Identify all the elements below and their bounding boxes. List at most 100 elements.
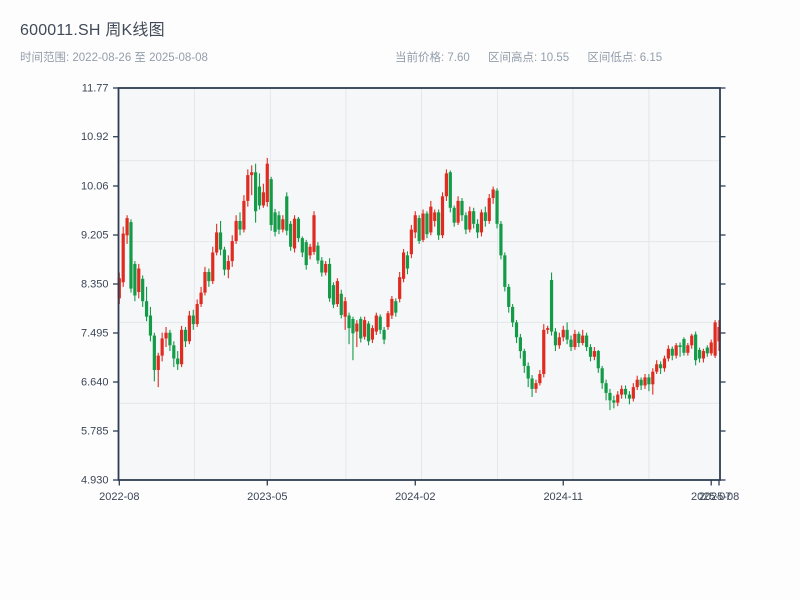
candle-body [452, 207, 456, 223]
candle-body [176, 358, 180, 365]
candle-body [697, 349, 702, 359]
candle-body [557, 337, 561, 346]
candle-body [339, 293, 343, 315]
candle-body [121, 233, 125, 283]
candle-body [538, 373, 542, 384]
x-tick-label: 2024-11 [543, 491, 583, 503]
candle-body [289, 223, 293, 247]
candle-body [705, 347, 709, 354]
candle-body [250, 172, 254, 176]
candle-body [265, 163, 269, 203]
candle-body [300, 238, 304, 253]
candle-body [631, 387, 635, 399]
candle-body [678, 345, 682, 348]
candle-body [670, 348, 674, 356]
candle-body [374, 315, 378, 332]
candle-body [168, 332, 172, 346]
candle-body [655, 364, 659, 372]
candle-body [281, 219, 285, 230]
candle-body [658, 364, 663, 369]
candle-body [261, 192, 265, 206]
candle-body [662, 358, 667, 369]
candle-body [600, 368, 604, 384]
candle-body [433, 212, 437, 221]
candle-body [242, 200, 246, 230]
candle-body [378, 316, 382, 330]
candle-body [222, 249, 227, 270]
candle-body [285, 196, 289, 231]
y-tick-label: 10.06 [81, 181, 109, 193]
candle-body [623, 388, 628, 395]
candle-body [635, 379, 639, 388]
candle-body [565, 329, 569, 340]
candle-body [577, 333, 581, 344]
candle-body [230, 241, 234, 262]
candle-body [133, 263, 137, 296]
candle-body [316, 245, 320, 261]
candle-body [148, 315, 153, 336]
candle-body [573, 333, 577, 348]
candle-body [234, 220, 238, 242]
candle-body [335, 281, 339, 305]
candle-body [491, 189, 495, 199]
candle-body [137, 268, 141, 293]
candle-body [187, 315, 191, 342]
candle-body [296, 218, 301, 239]
candle-body [359, 318, 363, 339]
time-range-label: 时间范围: 2022-08-26 至 2025-08-08 [20, 52, 208, 64]
stat-current-price: 当前价格: 7.60 [395, 52, 470, 64]
candle-body [444, 173, 449, 197]
candle-body [561, 329, 565, 338]
candle-body [518, 337, 522, 352]
candle-body [269, 179, 273, 225]
candle-body [366, 323, 371, 342]
candle-body [390, 298, 394, 316]
candle-body [327, 263, 332, 299]
candle-body [417, 218, 421, 242]
x-tick-label: 2024-02 [395, 491, 435, 503]
y-tick-label: 8.350 [81, 279, 109, 291]
candle-body [347, 315, 351, 329]
x-tick-label: 2025-08 [699, 491, 739, 503]
candle-body [152, 335, 156, 370]
candle-body [526, 365, 530, 379]
candle-body [425, 213, 429, 235]
y-tick-label: 9.205 [81, 230, 109, 242]
candle-body [542, 329, 546, 374]
candle-body [183, 329, 188, 342]
candle-body [144, 301, 149, 317]
candle-body [199, 292, 203, 305]
candle-body [499, 223, 503, 256]
candle-body [363, 320, 367, 337]
candle-body [503, 255, 507, 287]
candle-body [674, 345, 678, 356]
candle-body [160, 338, 164, 356]
candle-body [218, 232, 223, 250]
candle-body [277, 215, 281, 230]
candle-body [409, 229, 413, 255]
candle-body [612, 400, 616, 403]
candle-body [401, 252, 406, 279]
candle-body [343, 301, 347, 317]
candle-body [514, 322, 519, 338]
candle-body [215, 232, 219, 253]
candle-body [226, 261, 230, 270]
y-tick-label: 7.495 [81, 328, 109, 340]
candle-body [429, 206, 433, 233]
candle-body [125, 218, 129, 236]
candle-body [324, 263, 328, 273]
candle-body [370, 328, 375, 340]
candle-body [584, 335, 589, 348]
candle-body [203, 271, 207, 293]
candle-body [238, 220, 242, 230]
candle-body [164, 332, 168, 339]
candle-body [312, 215, 316, 252]
candle-body [172, 345, 176, 359]
candle-body [639, 379, 643, 386]
candle-body [292, 218, 297, 249]
candle-body [156, 355, 160, 370]
candle-body [651, 371, 655, 385]
candle-body [304, 242, 308, 266]
candle-body [709, 342, 713, 354]
